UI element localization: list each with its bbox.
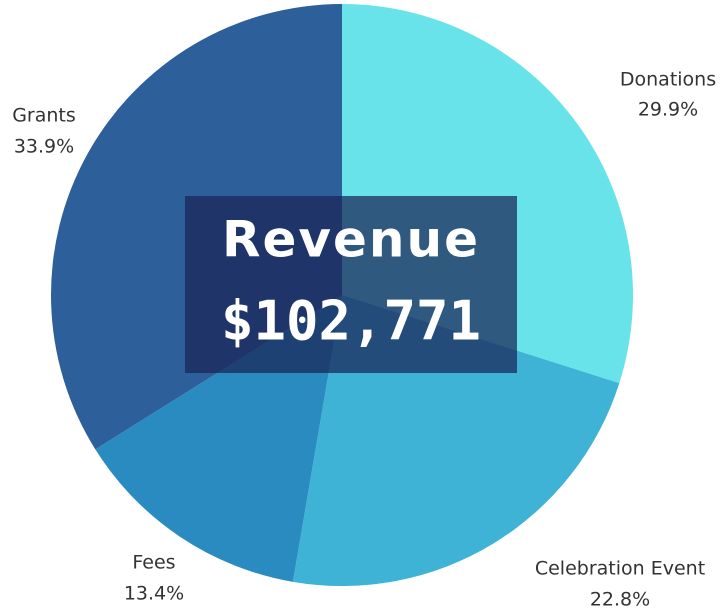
slice-value: 22.8% xyxy=(590,589,650,611)
slice-label: Donations xyxy=(620,69,716,91)
slice-value: 33.9% xyxy=(14,136,74,158)
center-overlay xyxy=(185,196,517,373)
slice-label: Grants xyxy=(12,105,76,127)
slice-value: 29.9% xyxy=(638,99,698,121)
slice-label: Fees xyxy=(132,552,175,574)
chart-title: Revenue xyxy=(222,211,480,269)
slice-label: Celebration Event xyxy=(535,558,705,580)
total-label: $102,771 xyxy=(221,290,481,353)
slice-value: 13.4% xyxy=(124,583,184,605)
